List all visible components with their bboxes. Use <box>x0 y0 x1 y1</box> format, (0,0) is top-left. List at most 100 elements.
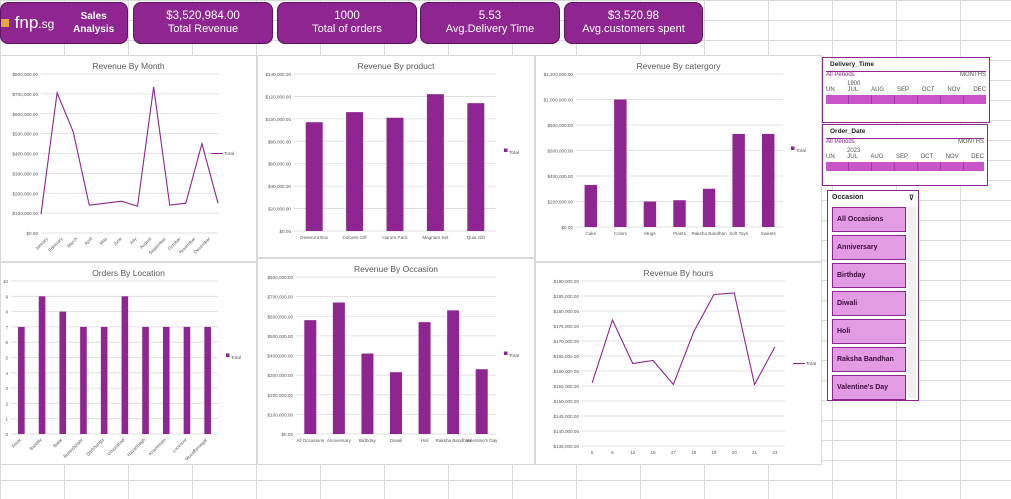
timeline-year: 1900 <box>847 81 861 87</box>
y-tick-label: $600,000.00 <box>267 314 293 319</box>
bar <box>418 322 431 434</box>
y-tick-label: 7 <box>5 325 8 330</box>
y-tick-label: 9 <box>5 294 8 299</box>
timeline-month[interactable]: DEC <box>971 154 984 160</box>
timeline-month[interactable]: JUL <box>847 154 858 160</box>
x-tick-label: 19 <box>711 450 717 455</box>
chart-title: Revenue By hours <box>643 268 714 278</box>
scrollbar[interactable] <box>908 207 916 398</box>
timeline-bar[interactable] <box>826 162 984 171</box>
clear-filter-icon[interactable]: ⊽ <box>908 195 914 202</box>
chart-title: Revenue By product <box>357 61 435 71</box>
timeline-month[interactable]: UN <box>826 87 835 93</box>
bar <box>475 369 488 434</box>
x-tick-label: Mugs <box>644 231 656 236</box>
y-tick-label: $600,000.00 <box>547 149 573 154</box>
y-tick-label: 6 <box>5 340 8 345</box>
all-periods[interactable]: All Periods <box>826 139 855 145</box>
slicer-item[interactable]: Diwali <box>832 291 906 316</box>
brand-box: fnp.sg Sales Analysis <box>0 2 128 44</box>
y-tick-label: $175,000.00 <box>553 324 579 329</box>
x-tick-label: 15 <box>650 450 656 455</box>
slicer-item[interactable]: Valentine's Day <box>832 375 906 400</box>
chart-title: Revenue By Month <box>92 61 165 71</box>
order-date-timeline[interactable]: Order_Date All Periods MONTHS 2023 UN JUL A… <box>822 124 988 186</box>
bar <box>304 320 317 434</box>
y-tick-label: $190,000.00 <box>553 279 579 284</box>
month-plot: $0.00 $100,000.00 $200,000.00 $300,000.00 $4… <box>12 72 234 256</box>
timeline-month[interactable]: SEP <box>895 154 908 160</box>
month-chart: Revenue By Month $0.00 $100,000.00 $200,000… <box>0 55 257 262</box>
timeline-month[interactable]: NOV <box>945 154 959 160</box>
timeline-bar[interactable] <box>826 95 986 104</box>
y-tick-label: $300,000.00 <box>12 171 38 176</box>
kpi-total-revenue: $3,520,984.00 Total Revenue <box>133 2 273 44</box>
location-chart: Orders By Location 0 1 2 3 4 5 6 7 8 9 10 Alwar Barei… <box>0 262 257 465</box>
x-tick-label: Raksha Bandhan <box>691 231 727 236</box>
y-tick-label: 0 <box>5 432 8 437</box>
x-tick-label: Soft Toys <box>729 231 749 236</box>
bar <box>467 103 485 231</box>
legend-marker <box>226 353 230 357</box>
series-line <box>591 292 776 387</box>
bar <box>121 296 129 434</box>
timeline-month[interactable]: DEC <box>973 87 986 93</box>
period-unit-dropdown[interactable]: MONTHS <box>960 72 986 78</box>
timeline-month[interactable]: AUG <box>871 87 885 93</box>
period-unit-dropdown[interactable]: MONTHS <box>958 139 984 145</box>
y-tick-label: 1 <box>5 417 8 422</box>
occasion-chart: Revenue By Occasion $0.00 $100,000.00 $200,… <box>257 258 535 465</box>
slicer-item[interactable]: Raksha Bandhan <box>832 347 906 372</box>
y-tick-label: 8 <box>5 310 8 315</box>
y-tick-label: $140,000.00 <box>265 72 291 77</box>
legend-label: Total <box>796 148 806 154</box>
series-line <box>40 86 219 215</box>
x-tick-label: Darbhanga <box>85 437 105 457</box>
bar <box>390 372 402 434</box>
y-tick-label: $600,000.00 <box>12 112 38 117</box>
y-tick-label: $300,000.00 <box>267 373 293 378</box>
timeline-month[interactable]: SEP <box>896 87 909 93</box>
timeline-month[interactable]: OCT <box>921 87 935 93</box>
y-tick-label: 10 <box>3 279 9 284</box>
y-tick-label: $400,000.00 <box>547 174 573 179</box>
slicer-item[interactable]: Holi <box>832 319 906 344</box>
y-tick-label: $400,000.00 <box>12 152 38 157</box>
y-tick-label: $185,000.00 <box>553 294 579 299</box>
bar <box>643 201 657 227</box>
bar <box>673 200 686 227</box>
y-tick-label: $800,000.00 <box>267 275 293 280</box>
timeline-month[interactable]: NOV <box>947 87 961 93</box>
y-tick-label: $1,200,000.00 <box>544 72 574 77</box>
timeline-month[interactable]: UN <box>826 154 835 160</box>
bar <box>386 117 404 231</box>
x-tick-label: April <box>83 236 93 246</box>
x-tick-label: 12 <box>630 450 636 455</box>
bar <box>142 326 149 434</box>
timeline-year: 2023 <box>847 148 861 154</box>
legend-marker <box>504 148 508 152</box>
y-tick-label: $100,000.00 <box>12 211 38 216</box>
x-tick-label: Lucknow <box>171 437 188 454</box>
timeline-month[interactable]: OCT <box>920 154 934 160</box>
x-tick-label: All Occasions <box>296 438 325 443</box>
legend-label: Total <box>509 150 519 156</box>
slicer-item[interactable]: Anniversary <box>832 235 906 260</box>
occasion-slicer[interactable]: Occasion ⊽ All Occasions Anniversary Birthd… <box>827 190 919 401</box>
timeline-month[interactable]: AUG <box>870 154 884 160</box>
y-tick-label: $135,000.00 <box>553 444 579 449</box>
y-tick-label: $80,000.00 <box>268 139 291 144</box>
y-tick-label: $700,000.00 <box>267 295 293 300</box>
x-tick-label: Colors <box>614 231 628 236</box>
timeline-month[interactable]: JUL <box>847 87 859 93</box>
category-chart: Revenue By catergory $0.00 $200,000.00 $400… <box>535 55 822 262</box>
x-tick-label: Anniversary <box>327 438 352 443</box>
delivery-time-timeline[interactable]: Delivery_Time All Periods MONTHS 1900 UN J… <box>822 57 990 123</box>
x-tick-label: Quia Gift <box>467 235 486 240</box>
y-tick-label: $60,000.00 <box>268 162 291 167</box>
kpi-total-orders: 1000 Total of orders <box>277 2 417 44</box>
slicer-item[interactable]: Birthday <box>832 263 906 288</box>
slicer-item[interactable]: All Occasions <box>832 207 906 232</box>
kpi-avg-delivery: 5.53 Avg.Delivery Time <box>420 2 560 44</box>
all-periods[interactable]: All Periods <box>826 72 855 78</box>
